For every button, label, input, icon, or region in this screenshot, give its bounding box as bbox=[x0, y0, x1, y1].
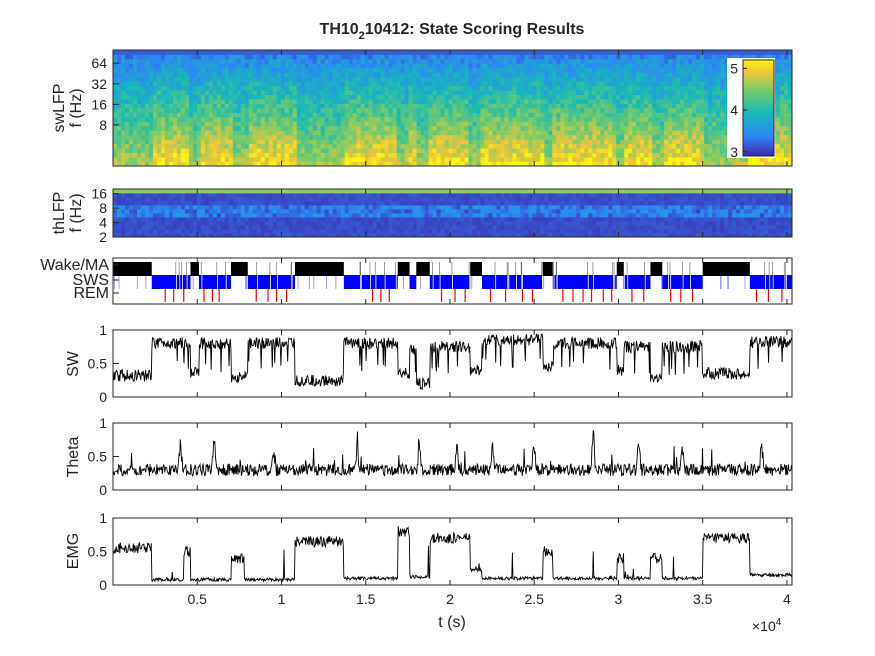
state-bout-sws bbox=[749, 275, 792, 289]
sw-axes-box bbox=[112, 329, 793, 398]
y-tick-label: 1 bbox=[99, 510, 107, 526]
x-axis-label: t (s) bbox=[438, 614, 466, 631]
x-tick-label: 3 bbox=[615, 591, 623, 607]
state-bout-sws bbox=[429, 275, 471, 289]
theta-line-panel: 00.51 Theta bbox=[65, 415, 793, 498]
state-bout-sws bbox=[247, 275, 295, 289]
state-bout-wake bbox=[294, 262, 344, 276]
state-bout-wake bbox=[542, 262, 553, 276]
thlfp-ylabel-unit: f (Hz) bbox=[68, 193, 85, 232]
thlfp-ylabel: thLFP bbox=[51, 192, 68, 235]
emg-y-ticks: 00.51 bbox=[88, 510, 119, 593]
theta-y-ticks: 00.51 bbox=[88, 415, 119, 498]
colorbar-tick-label: 5 bbox=[730, 60, 738, 76]
states-axes-box bbox=[112, 257, 793, 305]
y-tick-label: 0 bbox=[99, 577, 107, 593]
state-bout-wake bbox=[190, 262, 199, 276]
y-tick-label: 0.5 bbox=[88, 544, 108, 560]
state-bout-sws bbox=[481, 275, 543, 289]
thlfp-axes-box bbox=[112, 188, 793, 238]
x-tick-label: 3.5 bbox=[693, 591, 713, 607]
y-tick-label: 0 bbox=[99, 389, 107, 405]
y-tick-label: 0.5 bbox=[88, 449, 108, 465]
emg-axes-box bbox=[112, 517, 793, 586]
state-bout-wake bbox=[616, 262, 624, 276]
thlfp-spectrogram-image bbox=[113, 189, 793, 238]
y-tick-label: 1 bbox=[99, 322, 107, 338]
emg-ylabel: EMG bbox=[65, 533, 82, 569]
x-tick-label: 0.5 bbox=[188, 591, 208, 607]
state-tick-label: Wake/MA bbox=[40, 257, 109, 274]
state-bout-wake bbox=[397, 262, 410, 276]
state-bout-wake bbox=[230, 262, 248, 276]
swlfp-ylabel-unit: f (Hz) bbox=[68, 88, 85, 127]
theta-axes-box bbox=[112, 422, 793, 491]
y-tick-label: 1 bbox=[99, 415, 107, 431]
state-bout-sws bbox=[662, 275, 703, 289]
emg-series-line bbox=[112, 526, 793, 583]
state-bout-wake bbox=[113, 262, 152, 276]
colorbar-tick-label: 3 bbox=[730, 144, 738, 160]
swlfp-ylabel: swLFP bbox=[51, 84, 68, 133]
sw-series-line bbox=[112, 333, 793, 391]
state-bout-sws bbox=[151, 275, 191, 289]
emg-line-panel: 00.51 EMG bbox=[65, 510, 793, 593]
state-tick-label: REM bbox=[73, 285, 109, 302]
state-bout-wake bbox=[650, 262, 663, 276]
state-bout-sws bbox=[623, 275, 651, 289]
state-tick-label: SWS bbox=[73, 272, 109, 289]
state-bout-wake bbox=[470, 262, 482, 276]
y-tick-label: 2 bbox=[99, 229, 107, 245]
y-tick-label: 32 bbox=[91, 76, 107, 92]
state-bout-wake bbox=[416, 262, 430, 276]
y-tick-label: 16 bbox=[91, 96, 107, 112]
x-tick-label: 2 bbox=[446, 591, 454, 607]
state-bout-wake bbox=[702, 262, 750, 276]
x-tick-label: 2.5 bbox=[524, 591, 544, 607]
x-axis-exponent: ×104 bbox=[752, 617, 782, 634]
colorbar bbox=[742, 59, 775, 157]
swlfp-spectrogram-image bbox=[113, 50, 793, 167]
y-tick-label: 0.5 bbox=[88, 356, 108, 372]
figure-title: TH10210412: State Scoring Results bbox=[320, 21, 585, 42]
x-tick-label: 1.5 bbox=[356, 591, 376, 607]
colorbar-tick-label: 4 bbox=[730, 102, 738, 118]
state-bout-sws bbox=[409, 275, 417, 289]
x-tick-label: 4 bbox=[783, 591, 791, 607]
swlfp-axes-box bbox=[112, 49, 793, 167]
state-bout-sws bbox=[198, 275, 231, 289]
sw-ylabel: SW bbox=[65, 350, 82, 377]
state-bouts bbox=[113, 262, 792, 302]
y-tick-label: 16 bbox=[91, 186, 107, 202]
sw-y-ticks: 00.51 bbox=[88, 322, 119, 405]
x-tick-label: 1 bbox=[278, 591, 286, 607]
sw-line-panel: 00.51 SW bbox=[65, 322, 793, 405]
x-axis-ticks: 0.5 1 1.5 2 2.5 3 3.5 4 bbox=[188, 50, 791, 607]
y-tick-label: 8 bbox=[99, 200, 107, 216]
swlfp-y-ticks: 8 16 32 64 bbox=[91, 55, 119, 133]
y-tick-label: 0 bbox=[99, 482, 107, 498]
y-tick-label: 64 bbox=[91, 55, 107, 71]
state-bout-sws bbox=[552, 275, 617, 289]
colorbar-ticks: 3 4 5 bbox=[730, 60, 747, 160]
theta-series-line bbox=[112, 430, 793, 478]
swlfp-spectrogram-panel: 3 4 5 8 16 32 64 swLFP f (Hz) bbox=[51, 49, 793, 167]
theta-ylabel: Theta bbox=[65, 436, 82, 477]
y-tick-label: 8 bbox=[99, 117, 107, 133]
y-tick-label: 4 bbox=[99, 215, 107, 231]
